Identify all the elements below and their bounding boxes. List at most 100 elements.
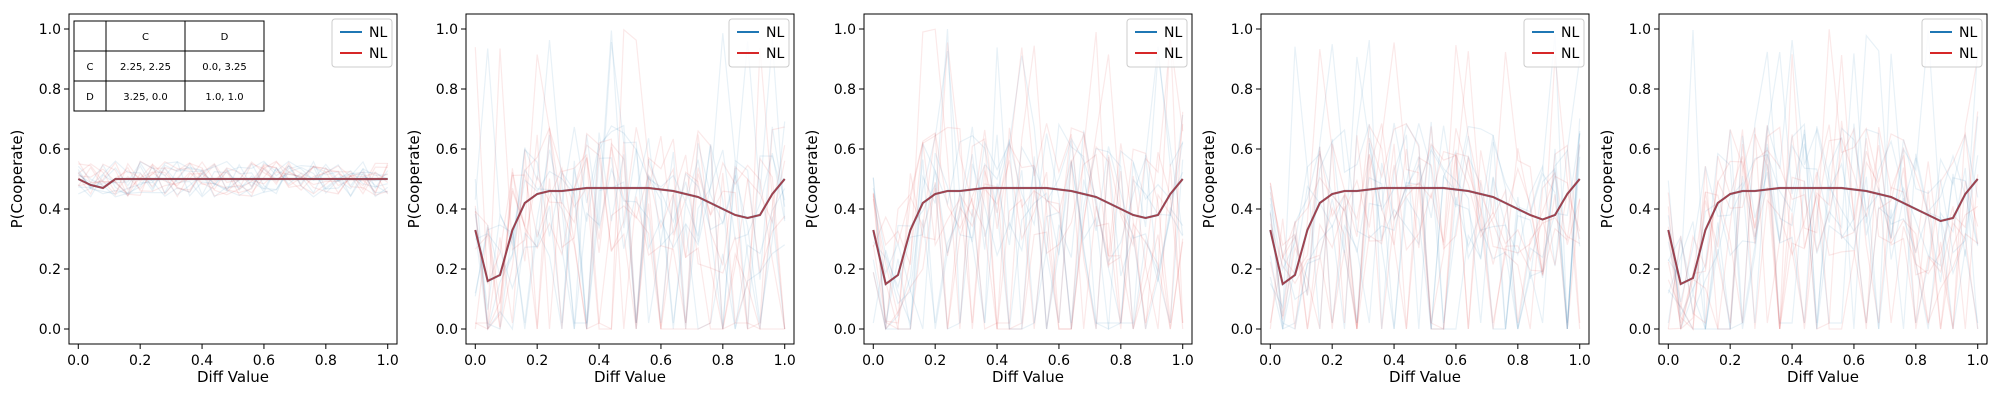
y-tick-label: 0.2 [39, 262, 61, 278]
chart-panel-1: 0.0 0.2 0.4 0.6 0.8 1.0 0.0 0.2 0.4 0.6 0.8 1.0 Diff… [8, 13, 399, 386]
y-tick-label: 0.0 [39, 322, 61, 338]
trajectory-line [872, 28, 1184, 330]
chart-panel-3: 0.0 0.2 0.4 0.6 0.8 1.0 0.0 0.2 0.4 0.6 0.8 1.0 Diff… [803, 13, 1194, 386]
trajectory-line [475, 39, 786, 330]
trajectory-line [1269, 123, 1581, 330]
y-tick-label: 0.4 [1629, 202, 1651, 218]
mean-line-red [1667, 178, 1979, 286]
trajectory-line [1269, 51, 1581, 330]
trajectory-line [872, 46, 1184, 330]
y-tick-label: 0.2 [1231, 262, 1253, 278]
x-tick-label: 0.8 [1507, 353, 1529, 369]
table-col-header: D [221, 32, 229, 43]
x-tick-label: 0.4 [1383, 353, 1405, 369]
x-tick-label: 0.6 [650, 353, 672, 369]
x-tick-label: 0.4 [588, 353, 610, 369]
x-tick-label: 0.0 [862, 353, 884, 369]
x-tick-label: 0.2 [1719, 353, 1741, 369]
trajectory-line [872, 32, 1184, 330]
table-row-header: C [87, 62, 94, 73]
axes-frame [863, 13, 1193, 345]
x-tick-label: 1.0 [1172, 353, 1194, 369]
x-tick-label: 1.0 [1967, 353, 1989, 369]
legend: NL NL [1523, 18, 1585, 68]
table-row-header: D [86, 92, 94, 103]
x-tick-label: 0.6 [253, 353, 275, 369]
trajectory-line [474, 48, 786, 330]
trajectory-line [872, 47, 1184, 330]
axes-frame [1260, 13, 1590, 345]
x-tick-label: 0.2 [924, 353, 946, 369]
trajectory-line [78, 162, 389, 198]
trajectory-line [872, 134, 1184, 330]
y-tick-label: 0.0 [834, 322, 856, 338]
y-tick-label: 1.0 [436, 22, 458, 38]
x-tick-label: 0.8 [315, 353, 337, 369]
y-tick-label: 0.8 [436, 82, 458, 98]
trajectory-line [1667, 34, 1979, 330]
y-axis-label: P(Cooperate) [803, 130, 821, 229]
y-tick-label: 0.0 [1231, 322, 1253, 338]
mean-line-red [872, 178, 1184, 286]
x-tick-label: 0.6 [1445, 353, 1467, 369]
trajectory-line [474, 28, 786, 331]
trajectory-line [1667, 133, 1979, 330]
trajectory-line [474, 125, 786, 330]
plot-area [864, 14, 1192, 344]
trajectory-line [474, 143, 786, 331]
trajectory-line [1269, 122, 1581, 330]
legend-label: NL [1164, 25, 1182, 41]
legend: NL NL [331, 18, 393, 68]
trajectory-line [474, 124, 786, 330]
chart-panel-4: 0.0 0.2 0.4 0.6 0.8 1.0 0.0 0.2 0.4 0.6 0.8 1.0 Diff… [1200, 13, 1591, 386]
y-tick-label: 0.2 [436, 262, 458, 278]
trajectory-line [872, 55, 1184, 331]
plot-area [1659, 14, 1987, 344]
y-tick-label: 0.8 [39, 82, 61, 98]
axes-frame [465, 13, 795, 345]
trajectory-line [1667, 53, 1979, 330]
y-tick-label: 0.6 [1231, 142, 1253, 158]
trajectory-line [872, 134, 1184, 330]
trajectory-line [1269, 46, 1581, 330]
x-axis-label: Diff Value [1389, 368, 1461, 386]
trajectory-line [78, 160, 388, 197]
table-cell: 2.25, 2.25 [120, 62, 171, 73]
axes-frame [68, 13, 398, 345]
trajectory-line [872, 127, 1184, 330]
trajectory-line [1667, 54, 1979, 332]
plot-area [1261, 14, 1589, 344]
trajectory-line [77, 162, 388, 198]
y-tick-label: 1.0 [1629, 22, 1651, 38]
payoff-table: C D C 2.25, 2.25 0.0, 3.25 D 3.25, 0.0 1.0, 1.0 [73, 20, 265, 112]
trajectory-line [1668, 129, 1979, 330]
x-tick-label: 1.0 [377, 353, 399, 369]
chart-panel-2: 0.0 0.2 0.4 0.6 0.8 1.0 0.0 0.2 0.4 0.6 0.8 1.0 Diff… [405, 13, 796, 386]
legend-label: NL [1959, 46, 1977, 62]
trajectory-line [77, 160, 388, 198]
x-axis-label: Diff Value [992, 368, 1064, 386]
trajectory-line [1667, 29, 1979, 331]
table-col-header: C [142, 32, 149, 43]
axes-frame [1658, 13, 1988, 345]
y-tick-label: 0.4 [834, 202, 856, 218]
chart-panel-5: 0.0 0.2 0.4 0.6 0.8 1.0 0.0 0.2 0.4 0.6 0.8 1.0 Diff… [1598, 13, 1989, 386]
x-axis-label: Diff Value [197, 368, 269, 386]
legend-label: NL [766, 46, 784, 62]
x-tick-label: 0.0 [1657, 353, 1679, 369]
table-cell: 0.0, 3.25 [202, 62, 247, 73]
trajectory-line [1269, 42, 1581, 330]
y-tick-label: 0.0 [1629, 322, 1651, 338]
trajectory-line [872, 30, 1184, 330]
trajectory-line [78, 161, 388, 197]
legend: NL NL [728, 18, 790, 68]
legend-label: NL [369, 46, 387, 62]
x-tick-label: 0.2 [1321, 353, 1343, 369]
trajectory-line [1667, 39, 1979, 324]
y-tick-label: 0.6 [436, 142, 458, 158]
trajectory-line [1667, 147, 1979, 330]
trajectory-line [1269, 51, 1581, 330]
trajectory-line [1667, 127, 1979, 330]
trajectory-line [77, 160, 389, 197]
trajectory-line [77, 160, 389, 198]
